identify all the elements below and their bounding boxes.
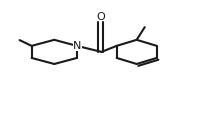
- Text: O: O: [96, 12, 104, 21]
- Text: N: N: [73, 41, 81, 51]
